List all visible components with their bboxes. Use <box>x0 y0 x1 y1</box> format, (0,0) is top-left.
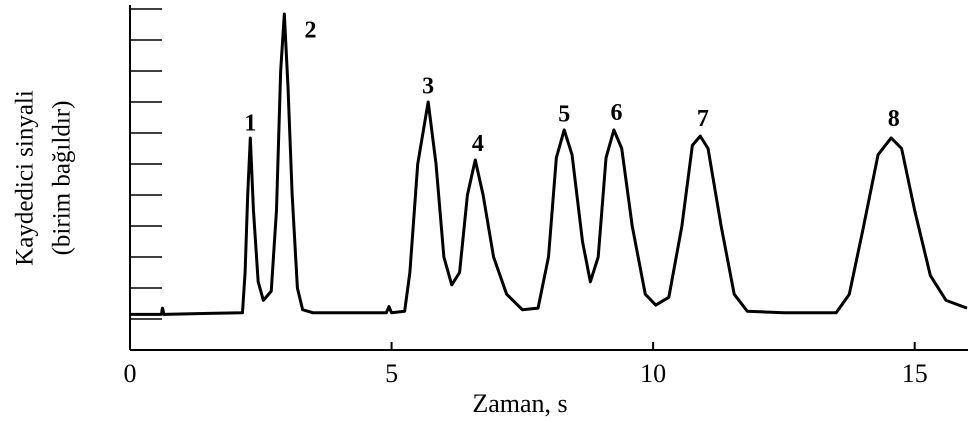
signal-line <box>130 12 968 316</box>
peak-label: 7 <box>697 106 709 132</box>
x-tick-label: 15 <box>902 359 928 388</box>
x-tick-label: 5 <box>385 359 398 388</box>
x-tick-label: 10 <box>640 359 666 388</box>
y-axis-label: Kaydedici sinyali <box>12 90 39 266</box>
peak-label: 3 <box>422 74 434 100</box>
x-axis-label: Zaman, s <box>472 389 567 418</box>
peak-label: 5 <box>558 101 570 127</box>
peak-label: 2 <box>304 17 316 43</box>
peak-label: 6 <box>611 100 623 126</box>
peak-label: 8 <box>888 106 900 132</box>
peak-label: 1 <box>244 110 256 136</box>
x-tick-label: 0 <box>124 359 137 388</box>
y-axis-label: (birim bağıldır) <box>49 101 76 256</box>
peak-label: 4 <box>472 131 484 157</box>
